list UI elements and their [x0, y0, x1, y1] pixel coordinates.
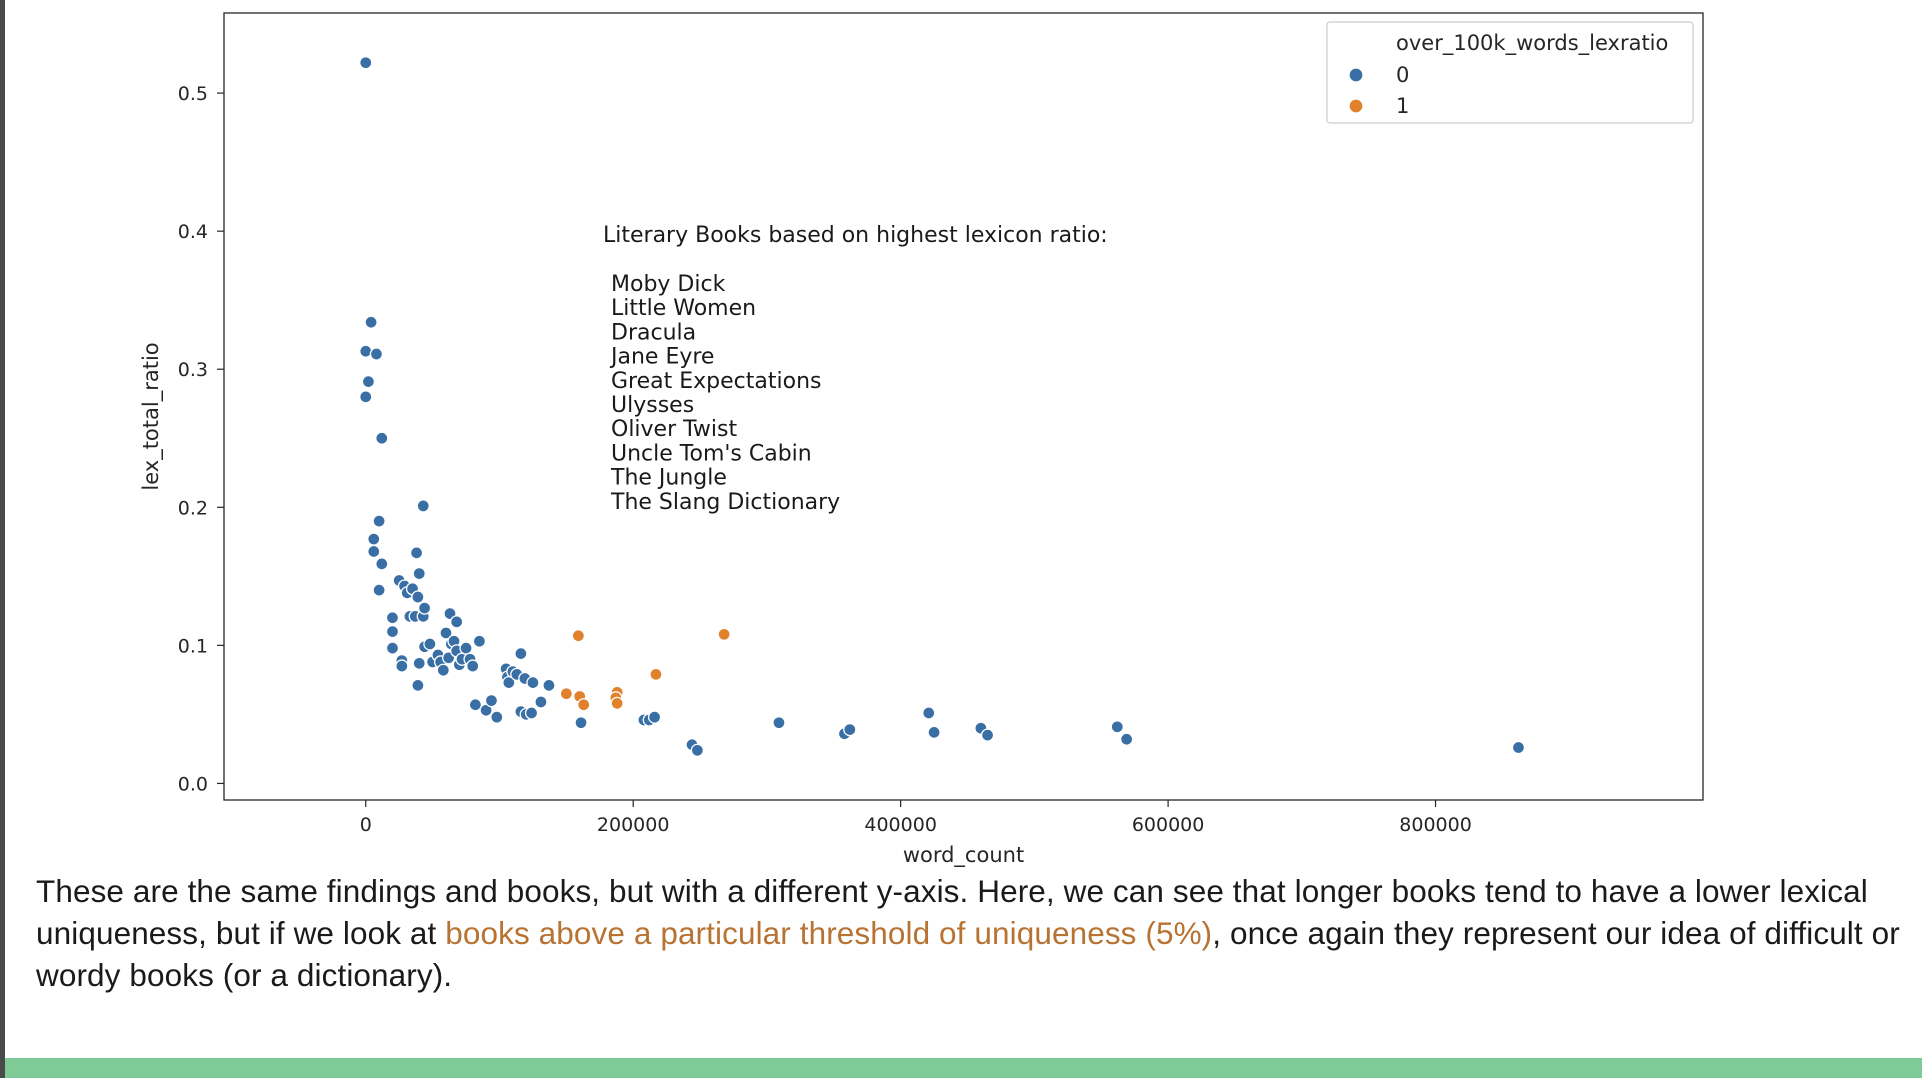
y-tick-label: 0.0	[178, 773, 208, 795]
data-point-series-0	[690, 743, 705, 757]
annotation-book-title: Dracula	[611, 320, 696, 345]
x-tick-label: 600000	[1132, 814, 1205, 836]
data-point-series-0	[1119, 732, 1134, 746]
caption-text-end: , once again they represent our idea of …	[36, 915, 1900, 993]
data-point-series-0	[439, 626, 453, 640]
data-point-series-0	[772, 716, 786, 730]
data-point-series-0	[526, 675, 540, 690]
legend-marker-1	[1348, 98, 1364, 114]
legend: over_100k_words_lexratio 0 1	[1326, 21, 1694, 124]
legend-marker-0	[1348, 67, 1364, 83]
left-border	[0, 0, 5, 1078]
caption-highlight-link[interactable]: books above a particular threshold of un…	[445, 915, 1213, 951]
x-axis-ticks: 0 200000 400000 600000 800000	[360, 800, 1472, 836]
data-points	[359, 56, 1526, 757]
data-point-series-1	[571, 629, 586, 643]
data-point-series-0	[372, 583, 386, 597]
data-point-series-0	[417, 601, 432, 615]
data-point-series-0	[843, 722, 857, 737]
annotation-book-title: Moby Dick	[611, 272, 726, 297]
data-point-series-0	[385, 641, 400, 655]
caption-paragraph: These are the same findings and books, b…	[36, 870, 1916, 996]
y-axis-ticks: 0.0 0.1 0.2 0.3 0.4 0.5	[178, 83, 224, 795]
data-point-series-1	[559, 687, 573, 701]
x-tick-label: 0	[360, 814, 372, 836]
data-point-series-0	[359, 344, 373, 358]
x-tick-label: 400000	[864, 814, 937, 836]
data-point-series-0	[375, 431, 389, 445]
data-point-series-0	[436, 663, 450, 677]
data-point-series-1	[610, 696, 624, 711]
bottom-bar	[5, 1058, 1922, 1078]
caption-text-start: These are the same findings and books, b…	[36, 873, 1868, 951]
data-point-series-0	[514, 646, 528, 661]
data-point-series-0	[395, 659, 409, 673]
y-tick-label: 0.2	[178, 497, 208, 519]
scatter-chart: 0 200000 400000 600000 800000 0.00.10.20.30.…	[139, 12, 1704, 868]
annotation-book-title: Oliver Twist	[611, 417, 737, 442]
annotation-heading: Literary Books based on highest lexicon …	[603, 223, 1108, 248]
data-point-series-0	[361, 374, 376, 389]
x-tick-label: 200000	[597, 814, 670, 836]
data-point-series-0	[524, 706, 539, 720]
data-point-series-0	[484, 693, 499, 708]
annotation-box: Literary Books based on highest lexicon …	[603, 223, 1108, 515]
legend-title: over_100k_words_lexratio	[1396, 31, 1668, 56]
annotation-book-title: The Jungle	[610, 466, 727, 491]
data-point-series-0	[459, 641, 473, 655]
data-point-series-0	[367, 544, 381, 559]
data-point-series-0	[385, 624, 400, 639]
data-point-series-0	[1511, 740, 1526, 755]
data-point-series-1	[577, 698, 591, 712]
data-point-series-0	[466, 659, 480, 673]
annotation-book-title: Little Women	[611, 296, 756, 321]
data-point-series-0	[375, 557, 389, 571]
data-point-series-0	[450, 615, 464, 629]
data-point-series-0	[542, 678, 556, 693]
annotation-book-title: Uncle Tom's Cabin	[611, 441, 812, 466]
plot-frame	[223, 12, 1704, 801]
y-tick-label: 0.3	[178, 359, 208, 381]
data-point-series-0	[369, 347, 384, 361]
data-point-series-0	[927, 725, 941, 739]
annotation-book-title: Ulysses	[611, 393, 694, 418]
data-point-series-0	[980, 728, 995, 742]
data-point-series-0	[647, 710, 662, 724]
legend-frame	[1326, 21, 1694, 124]
data-point-series-0	[367, 532, 381, 546]
data-point-series-0	[922, 706, 936, 720]
data-point-series-0	[385, 611, 400, 625]
data-point-series-0	[423, 637, 437, 651]
data-point-series-0	[490, 710, 504, 724]
legend-label-0: 0	[1396, 63, 1409, 87]
data-point-series-0	[359, 56, 373, 70]
y-tick-label: 0.1	[178, 635, 208, 657]
data-point-series-0	[412, 566, 426, 581]
x-axis-label: word_count	[903, 843, 1024, 868]
data-point-series-1	[649, 667, 663, 682]
data-point-series-0	[574, 716, 588, 730]
annotation-book-title: Great Expectations	[611, 369, 821, 394]
data-point-series-1	[717, 627, 731, 641]
data-point-series-0	[409, 546, 424, 560]
plot-area	[223, 12, 1704, 801]
data-point-series-0	[359, 390, 373, 404]
data-point-series-0	[416, 499, 430, 513]
x-tick-label: 800000	[1399, 814, 1472, 836]
data-point-series-0	[472, 634, 487, 648]
data-point-series-0	[411, 590, 425, 604]
annotation-book-title: The Slang Dictionary	[610, 490, 840, 515]
data-point-series-0	[411, 678, 425, 693]
legend-label-1: 1	[1396, 94, 1409, 118]
y-tick-label: 0.5	[178, 83, 208, 105]
data-point-series-0	[534, 695, 548, 709]
y-tick-label: 0.4	[178, 221, 208, 243]
data-point-series-0	[412, 656, 426, 670]
y-axis-label: lex_total_ratio	[139, 342, 164, 490]
data-point-series-0	[372, 514, 386, 528]
data-point-series-0	[468, 698, 483, 712]
annotation-book-title: Jane Eyre	[609, 345, 714, 370]
data-point-series-0	[1110, 720, 1124, 734]
data-point-series-0	[364, 315, 378, 329]
